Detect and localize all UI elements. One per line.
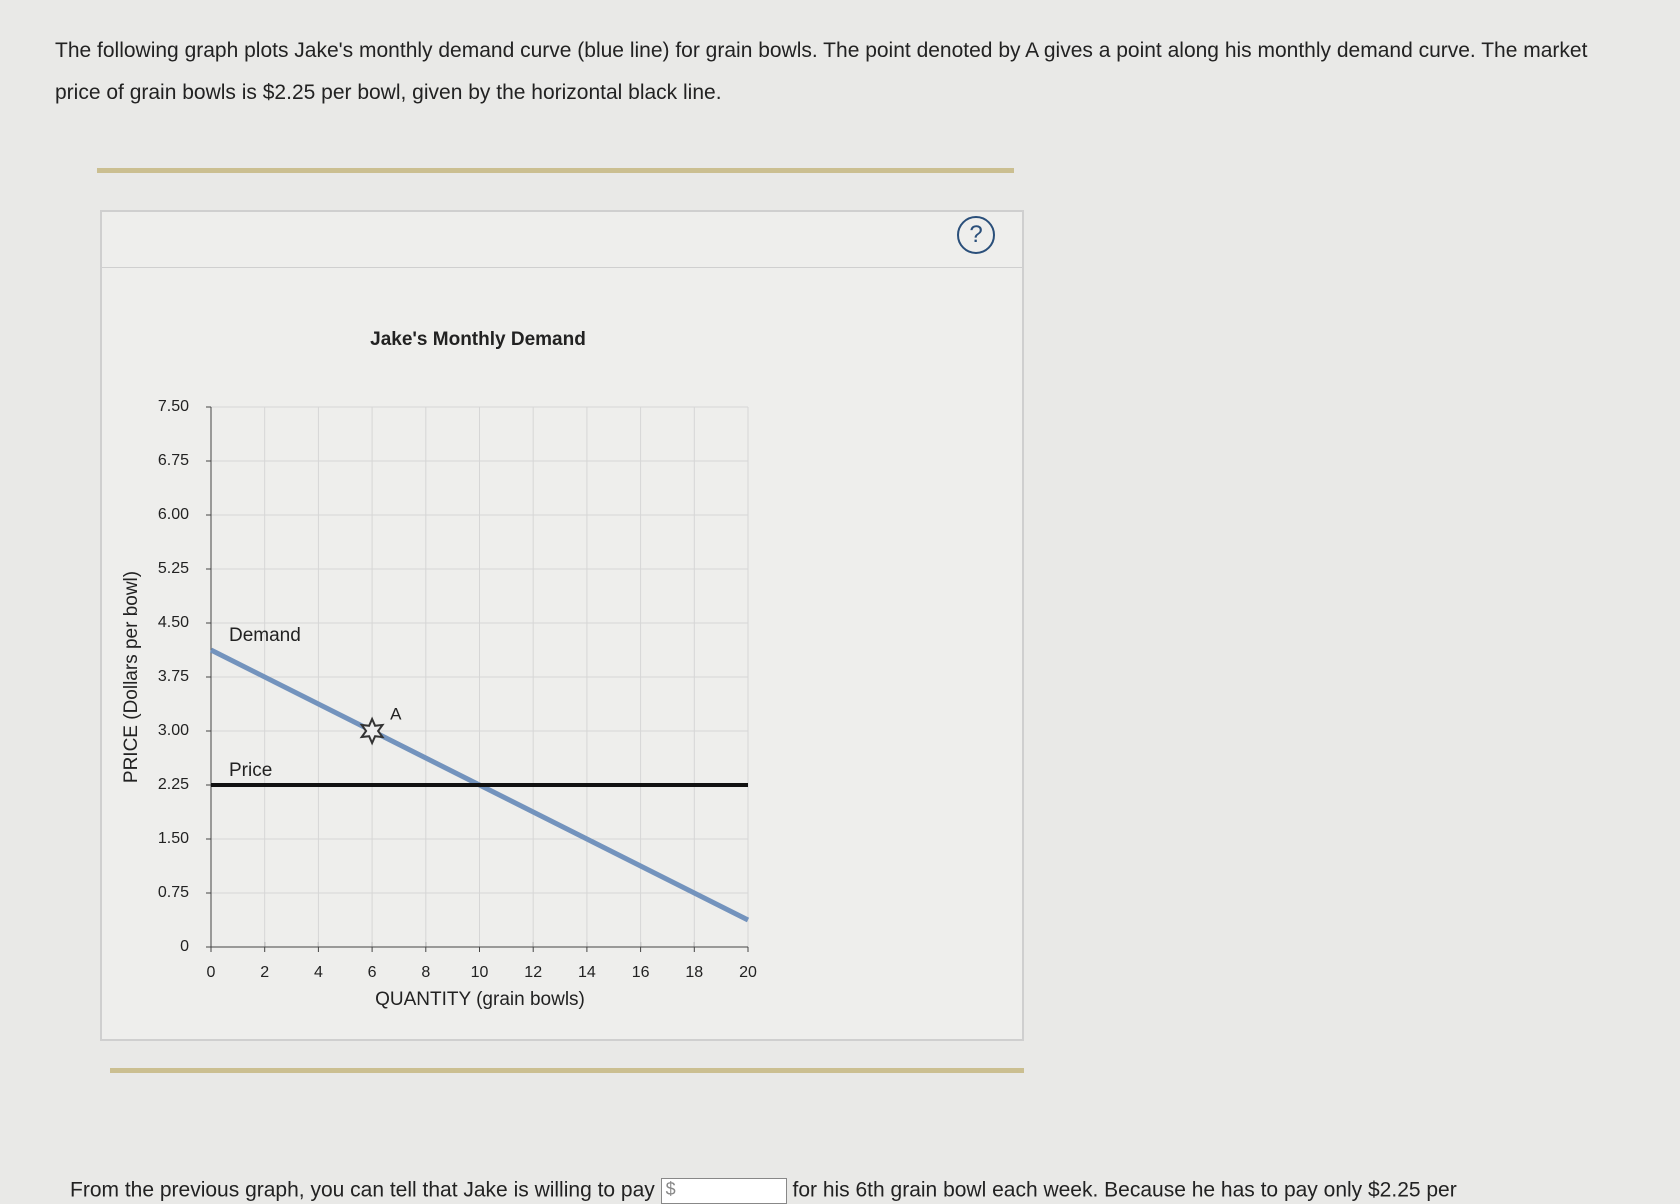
y-tick-label: 0 — [180, 938, 189, 955]
x-tick-label: 6 — [368, 964, 377, 981]
question-before: From the previous graph, you can tell th… — [70, 1178, 655, 1202]
currency: $ — [665, 1179, 676, 1199]
help-button[interactable]: ? — [957, 216, 995, 254]
y-tick-label: 6.00 — [158, 506, 189, 523]
x-tick-label: 14 — [578, 964, 596, 981]
divider — [97, 168, 1014, 173]
y-tick-label: 3.75 — [158, 668, 189, 685]
x-tick-label: 20 — [739, 964, 757, 981]
x-tick-label: 0 — [207, 964, 216, 981]
y-tick-label: 0.75 — [158, 884, 189, 901]
x-tick-label: 12 — [524, 964, 542, 981]
divider — [110, 1068, 1024, 1073]
series-label: Demand — [229, 625, 301, 646]
y-tick-label: 2.25 — [158, 776, 189, 793]
y-tick-label: 3.00 — [158, 722, 189, 739]
answer-input[interactable]: $ — [660, 1178, 787, 1204]
y-tick-label: 4.50 — [158, 614, 189, 631]
x-tick-label: 4 — [314, 964, 323, 981]
x-tick-label: 8 — [421, 964, 430, 981]
question-after: for his 6th grain bowl each week. Becaus… — [792, 1178, 1457, 1202]
x-tick-label: 16 — [632, 964, 650, 981]
point-label: A — [390, 704, 402, 723]
graph-panel: ? — [100, 210, 1024, 1041]
x-axis-label: QUANTITY (grain bowls) — [375, 989, 585, 1010]
chart-title: Jake's Monthly Demand — [370, 329, 586, 350]
y-tick-label: 7.50 — [158, 398, 189, 415]
y-tick-label: 1.50 — [158, 830, 189, 847]
point-marker — [359, 716, 385, 746]
x-tick-label: 18 — [685, 964, 703, 981]
x-tick-label: 10 — [471, 964, 489, 981]
intro-text: The following graph plots Jake's monthly… — [55, 39, 1588, 104]
y-tick-label: 6.75 — [158, 452, 189, 469]
series-label: Price — [229, 760, 272, 781]
y-tick-label: 5.25 — [158, 560, 189, 577]
chart: Jake's Monthly Demand QUANTITY (grain bo… — [121, 329, 757, 1010]
panel-header-line — [102, 267, 1022, 268]
question-text: From the previous graph, you can tell th… — [70, 1178, 1457, 1204]
x-tick-label: 2 — [260, 964, 269, 981]
y-axis-label: PRICE (Dollars per bowl) — [121, 571, 142, 783]
